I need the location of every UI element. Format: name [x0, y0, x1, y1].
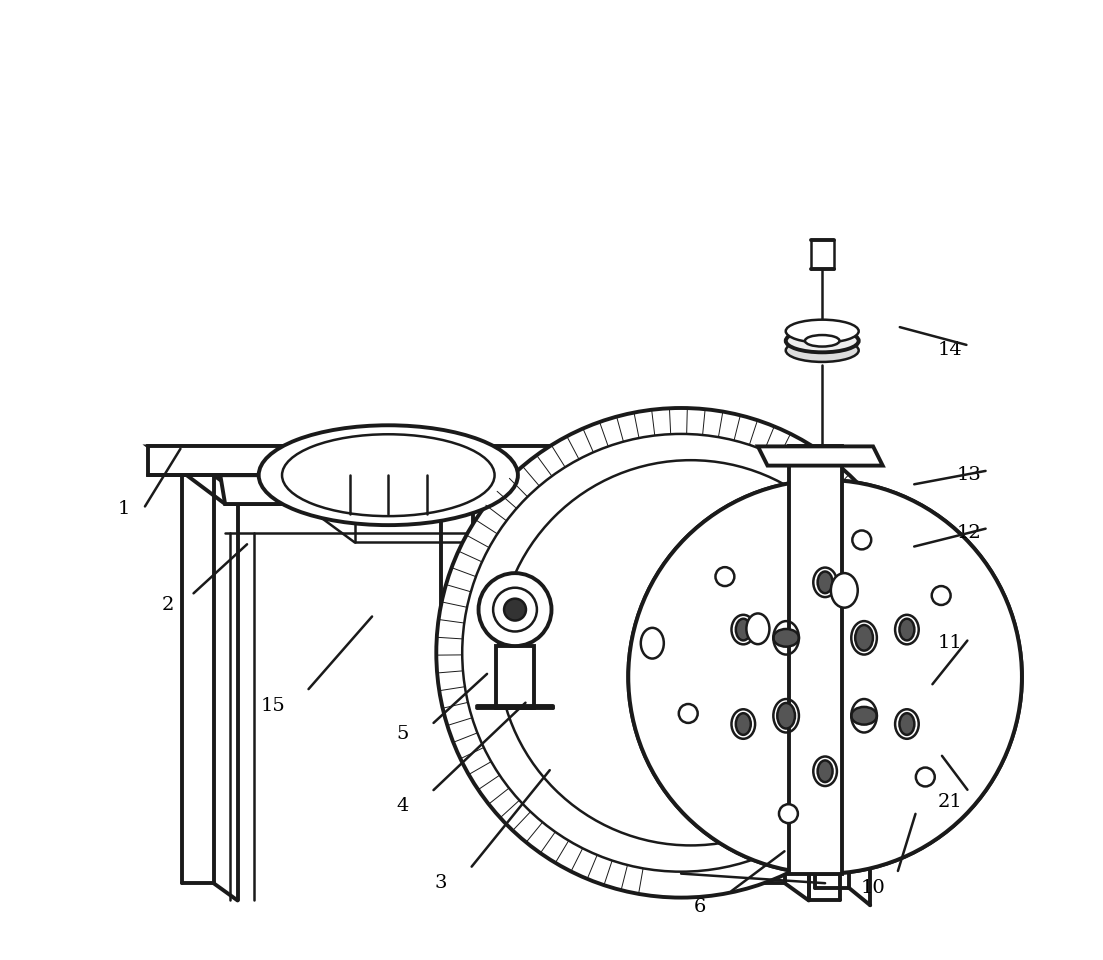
Ellipse shape — [817, 760, 833, 782]
Text: 6: 6 — [694, 899, 707, 916]
Circle shape — [853, 531, 871, 549]
Text: 5: 5 — [396, 726, 409, 743]
Polygon shape — [148, 446, 864, 504]
Text: 13: 13 — [956, 467, 982, 484]
Text: 10: 10 — [860, 879, 886, 897]
Circle shape — [932, 587, 951, 605]
Ellipse shape — [747, 613, 770, 644]
Text: 14: 14 — [938, 342, 962, 359]
Ellipse shape — [805, 335, 839, 347]
Polygon shape — [148, 446, 786, 475]
Ellipse shape — [282, 434, 494, 516]
Ellipse shape — [899, 713, 914, 734]
Circle shape — [629, 480, 1021, 874]
Ellipse shape — [778, 703, 795, 729]
Text: 4: 4 — [396, 798, 409, 815]
Ellipse shape — [259, 425, 518, 525]
Ellipse shape — [773, 629, 799, 647]
Circle shape — [915, 768, 934, 786]
Ellipse shape — [855, 625, 872, 651]
Text: 15: 15 — [260, 697, 286, 714]
Circle shape — [499, 460, 884, 846]
Circle shape — [479, 573, 552, 646]
Ellipse shape — [817, 571, 833, 593]
Circle shape — [678, 704, 698, 723]
Circle shape — [629, 480, 1021, 874]
Circle shape — [779, 804, 797, 823]
Text: 11: 11 — [938, 635, 962, 652]
Circle shape — [504, 599, 526, 620]
Polygon shape — [789, 446, 843, 874]
Polygon shape — [496, 646, 534, 708]
Ellipse shape — [785, 320, 859, 343]
Circle shape — [462, 434, 900, 872]
Ellipse shape — [736, 619, 751, 640]
Ellipse shape — [641, 628, 664, 659]
Ellipse shape — [736, 713, 751, 734]
Text: 12: 12 — [956, 524, 982, 541]
Circle shape — [437, 408, 925, 898]
Circle shape — [716, 567, 735, 586]
Circle shape — [644, 495, 1006, 858]
Polygon shape — [786, 446, 864, 533]
Ellipse shape — [785, 329, 859, 352]
Ellipse shape — [831, 573, 858, 608]
Text: 2: 2 — [161, 596, 173, 613]
Text: 3: 3 — [435, 875, 448, 892]
Polygon shape — [221, 475, 552, 504]
Polygon shape — [758, 446, 882, 466]
Ellipse shape — [785, 339, 859, 362]
Text: 21: 21 — [938, 793, 962, 810]
Ellipse shape — [899, 619, 914, 640]
Ellipse shape — [852, 707, 877, 725]
Text: 1: 1 — [118, 500, 130, 517]
